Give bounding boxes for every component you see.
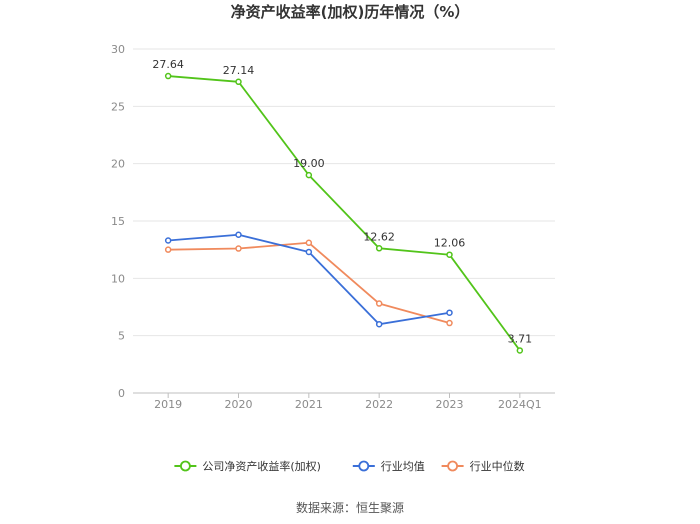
data-point [375,245,383,252]
y-tick-label: 5 [118,330,125,343]
data-point [446,319,453,327]
source-text: 数据来源：恒生聚源 [296,500,404,515]
data-point [446,309,453,316]
grid [133,48,555,337]
x-tick-label: 2019 [154,398,182,411]
legend-marker [447,460,459,472]
axes: 0 5 10 15 20 25 30 2019 2020 2021 2022 2023 2024Q1 [111,43,555,411]
y-tick-label: 30 [111,43,125,56]
y-tick-label: 10 [111,272,125,285]
data-point [235,78,242,86]
data-point [305,171,313,179]
legend-item[interactable]: 行业均值 [352,460,425,473]
legend-marker [179,460,191,472]
x-tick-label: 2022 [365,398,393,411]
x-tick-label: 2024Q1 [498,398,542,411]
data-point [164,246,172,253]
x-tick-label: 2020 [225,398,253,411]
legend-marker [358,460,370,472]
chart-title: 净资产收益率(加权)历年情况（%） [231,3,470,21]
y-tick-label: 25 [111,100,125,113]
data-label: 12.06 [434,237,466,250]
data-label: 27.14 [223,64,255,77]
legend-label: 行业均值 [381,460,425,473]
legend-item[interactable]: 公司净资产收益率(加权) [174,459,321,473]
x-tick-label: 2023 [436,398,464,411]
data-point [446,251,453,258]
series-line [168,75,521,351]
data-label: 3.71 [508,332,533,345]
data-point [164,237,172,244]
x-tick-label: 2021 [295,398,323,411]
data-point [305,248,313,256]
data-point [164,72,172,80]
legend-label: 行业中位数 [470,459,525,473]
data-label: 27.64 [152,58,184,71]
data-point [516,347,524,354]
data-point [235,231,242,239]
data-label: 19.00 [293,157,325,170]
legend-label: 公司净资产收益率(加权) [202,459,321,473]
data-point [235,245,242,252]
data-labels: 27.64 27.14 19.00 12.62 12.06 3.71 [152,58,532,345]
y-tick-label: 0 [118,387,125,400]
y-tick-label: 15 [111,215,125,228]
series-layer [164,72,524,354]
legend[interactable]: 公司净资产收益率(加权) 行业均值 行业中位数 [174,459,525,473]
y-tick-label: 20 [111,158,125,171]
data-point [305,239,313,247]
legend-item[interactable]: 行业中位数 [441,459,525,473]
data-point [375,300,383,307]
data-label: 12.62 [363,230,395,243]
data-point [375,320,383,328]
